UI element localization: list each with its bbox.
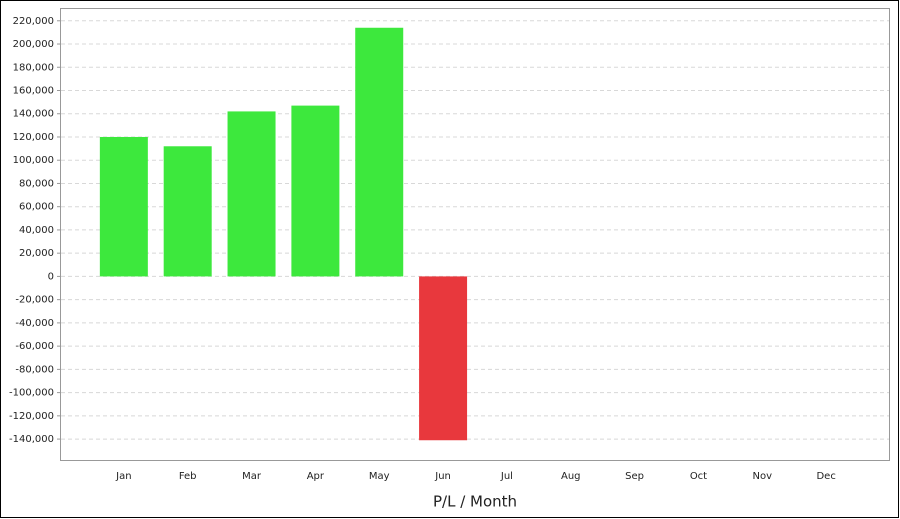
y-tick-label: -40,000: [15, 318, 54, 329]
x-tick-label: Jun: [434, 471, 451, 482]
y-tick-label: -20,000: [15, 295, 54, 306]
x-tick-label: Apr: [307, 471, 325, 482]
y-tick-label: -140,000: [9, 434, 54, 445]
y-tick-label: 60,000: [19, 202, 54, 213]
bar: [227, 111, 276, 277]
y-tick-label: 160,000: [13, 85, 54, 96]
bar: [99, 136, 148, 277]
x-tick-label: Dec: [816, 471, 835, 482]
bar: [163, 146, 212, 277]
x-tick-label: May: [369, 471, 390, 482]
y-tick-label: 120,000: [13, 132, 54, 143]
x-tick-label: Feb: [179, 471, 197, 482]
y-tick-label: -100,000: [9, 388, 54, 399]
y-tick-label: 0: [48, 271, 54, 282]
x-tick-label: Jan: [115, 471, 131, 482]
x-tick-label: Mar: [242, 471, 262, 482]
y-tick-label: 180,000: [13, 62, 54, 73]
bar: [355, 27, 404, 277]
y-tick-label: -120,000: [9, 411, 54, 422]
x-tick-label: Aug: [561, 471, 581, 482]
y-tick-label: -80,000: [15, 364, 54, 375]
y-tick-label: 220,000: [13, 16, 54, 27]
y-tick-label: 20,000: [19, 248, 54, 259]
x-tick-label: Sep: [625, 471, 644, 482]
y-tick-label: 40,000: [19, 225, 54, 236]
x-tick-label: Nov: [753, 471, 773, 482]
bar: [419, 276, 468, 441]
x-axis-label: P/L / Month: [433, 493, 517, 511]
y-tick-label: 80,000: [19, 178, 54, 189]
x-tick-label: Jul: [500, 471, 513, 482]
y-tick-label: -60,000: [15, 341, 54, 352]
x-tick-label: Oct: [690, 471, 707, 482]
bar: [291, 105, 340, 277]
y-tick-label: 100,000: [13, 155, 54, 166]
y-tick-label: 200,000: [13, 39, 54, 50]
y-tick-label: 140,000: [13, 109, 54, 120]
